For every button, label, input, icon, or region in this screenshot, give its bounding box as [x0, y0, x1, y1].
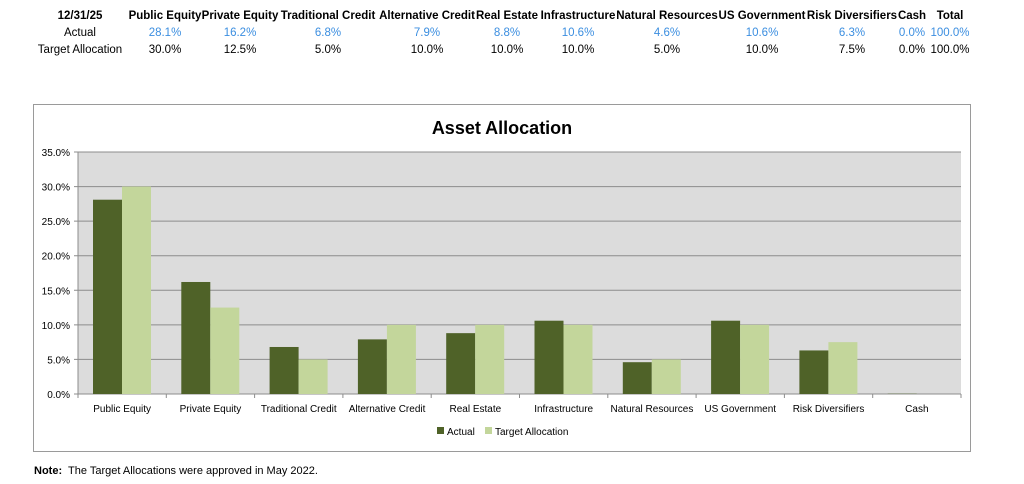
table-cell: 10.6% — [561, 27, 595, 39]
table-cell: 0.0% — [898, 27, 926, 39]
chart-title: Asset Allocation — [432, 118, 572, 138]
bar-target-allocation — [475, 324, 505, 394]
y-tick-label: 5.0% — [47, 355, 70, 366]
bar-target-allocation — [298, 359, 328, 394]
bar-actual — [181, 281, 211, 394]
column-header: Traditional Credit — [280, 10, 376, 22]
table-cell: 10.0% — [410, 44, 444, 56]
table-cell: 6.8% — [314, 27, 342, 39]
chart-svg: Asset Allocation 0.0% 5.0% 10.0% 15.0% 20.0%… — [42, 118, 962, 438]
x-tick-label: Traditional Credit — [261, 404, 337, 415]
date-label: 12/31/25 — [57, 10, 103, 22]
x-tick-label: Natural Resources — [611, 404, 694, 415]
bar-actual — [357, 339, 387, 394]
bar-target-allocation — [563, 324, 593, 394]
bar-actual — [622, 362, 652, 394]
x-tick-label: Public Equity — [93, 404, 151, 415]
bar-target-allocation — [386, 324, 416, 394]
table-cell: 100.0% — [930, 27, 970, 39]
x-tick-label: Risk Diversifiers — [793, 404, 865, 415]
legend-label: Actual — [447, 427, 475, 438]
x-tick-label: Alternative Credit — [349, 404, 426, 415]
x-tick-label: Cash — [905, 404, 928, 415]
asset-allocation-chart: Asset Allocation 0.0% 5.0% 10.0% 15.0% 20.0%… — [33, 104, 971, 452]
x-tick-label: US Government — [704, 404, 776, 415]
bar-actual — [446, 333, 476, 394]
bar-actual — [534, 320, 564, 394]
bar-actual — [269, 346, 299, 394]
table-cell: 28.1% — [148, 27, 182, 39]
table-cell: 10.0% — [490, 44, 524, 56]
table-cell: 0.0% — [898, 44, 926, 56]
column-header: Total — [936, 10, 964, 22]
column-header: Infrastructure — [540, 10, 616, 22]
column-header: US Government — [718, 10, 806, 22]
table-cell: 10.6% — [745, 27, 779, 39]
table-cell: 30.0% — [148, 44, 182, 56]
table-cell: 10.0% — [561, 44, 595, 56]
bar-actual — [711, 320, 741, 394]
legend-label: Target Allocation — [495, 427, 568, 438]
bar-target-allocation — [210, 307, 240, 394]
x-tick-label: Infrastructure — [534, 404, 593, 415]
column-header: Public Equity — [128, 10, 202, 22]
row-label: Target Allocation — [37, 44, 123, 56]
table-cell: 7.5% — [838, 44, 866, 56]
x-tick-label: Real Estate — [449, 404, 501, 415]
row-label: Actual — [64, 27, 96, 39]
column-header: Real Estate — [475, 10, 539, 22]
column-header: Natural Resources — [616, 10, 718, 22]
legend-swatch — [485, 427, 492, 434]
table-cell: 6.3% — [838, 27, 866, 39]
table-cell: 16.2% — [223, 27, 257, 39]
y-tick-label: 10.0% — [42, 321, 70, 332]
table-cell: 5.0% — [653, 44, 681, 56]
x-tick-label: Private Equity — [180, 404, 242, 415]
y-tick-label: 30.0% — [42, 183, 70, 194]
bar-actual — [799, 350, 829, 394]
y-tick-label: 0.0% — [47, 390, 70, 401]
table-cell: 12.5% — [223, 44, 257, 56]
bar-target-allocation — [122, 186, 151, 394]
bar-target-allocation — [740, 324, 770, 394]
legend-swatch — [437, 427, 444, 434]
column-header: Alternative Credit — [379, 10, 475, 22]
note-text: The Target Allocations were approved in … — [68, 465, 318, 477]
bar-actual — [93, 199, 122, 394]
y-tick-label: 20.0% — [42, 252, 70, 263]
y-tick-label: 25.0% — [42, 217, 70, 228]
table-cell: 100.0% — [930, 44, 970, 56]
bar-target-allocation — [828, 342, 858, 394]
table-cell: 4.6% — [653, 27, 681, 39]
y-tick-label: 35.0% — [42, 148, 70, 159]
bar-target-allocation — [651, 359, 681, 394]
column-header: Cash — [897, 10, 927, 22]
table-cell: 5.0% — [314, 44, 342, 56]
footnote: Note: The Target Allocations were approv… — [34, 465, 318, 477]
column-header: Private Equity — [201, 10, 279, 22]
column-header: Risk Diversifiers — [806, 10, 898, 22]
note-label: Note: — [34, 465, 63, 477]
y-tick-label: 15.0% — [42, 286, 70, 297]
table-cell: 7.9% — [413, 27, 441, 39]
table-cell: 8.8% — [493, 27, 521, 39]
table-cell: 10.0% — [745, 44, 779, 56]
